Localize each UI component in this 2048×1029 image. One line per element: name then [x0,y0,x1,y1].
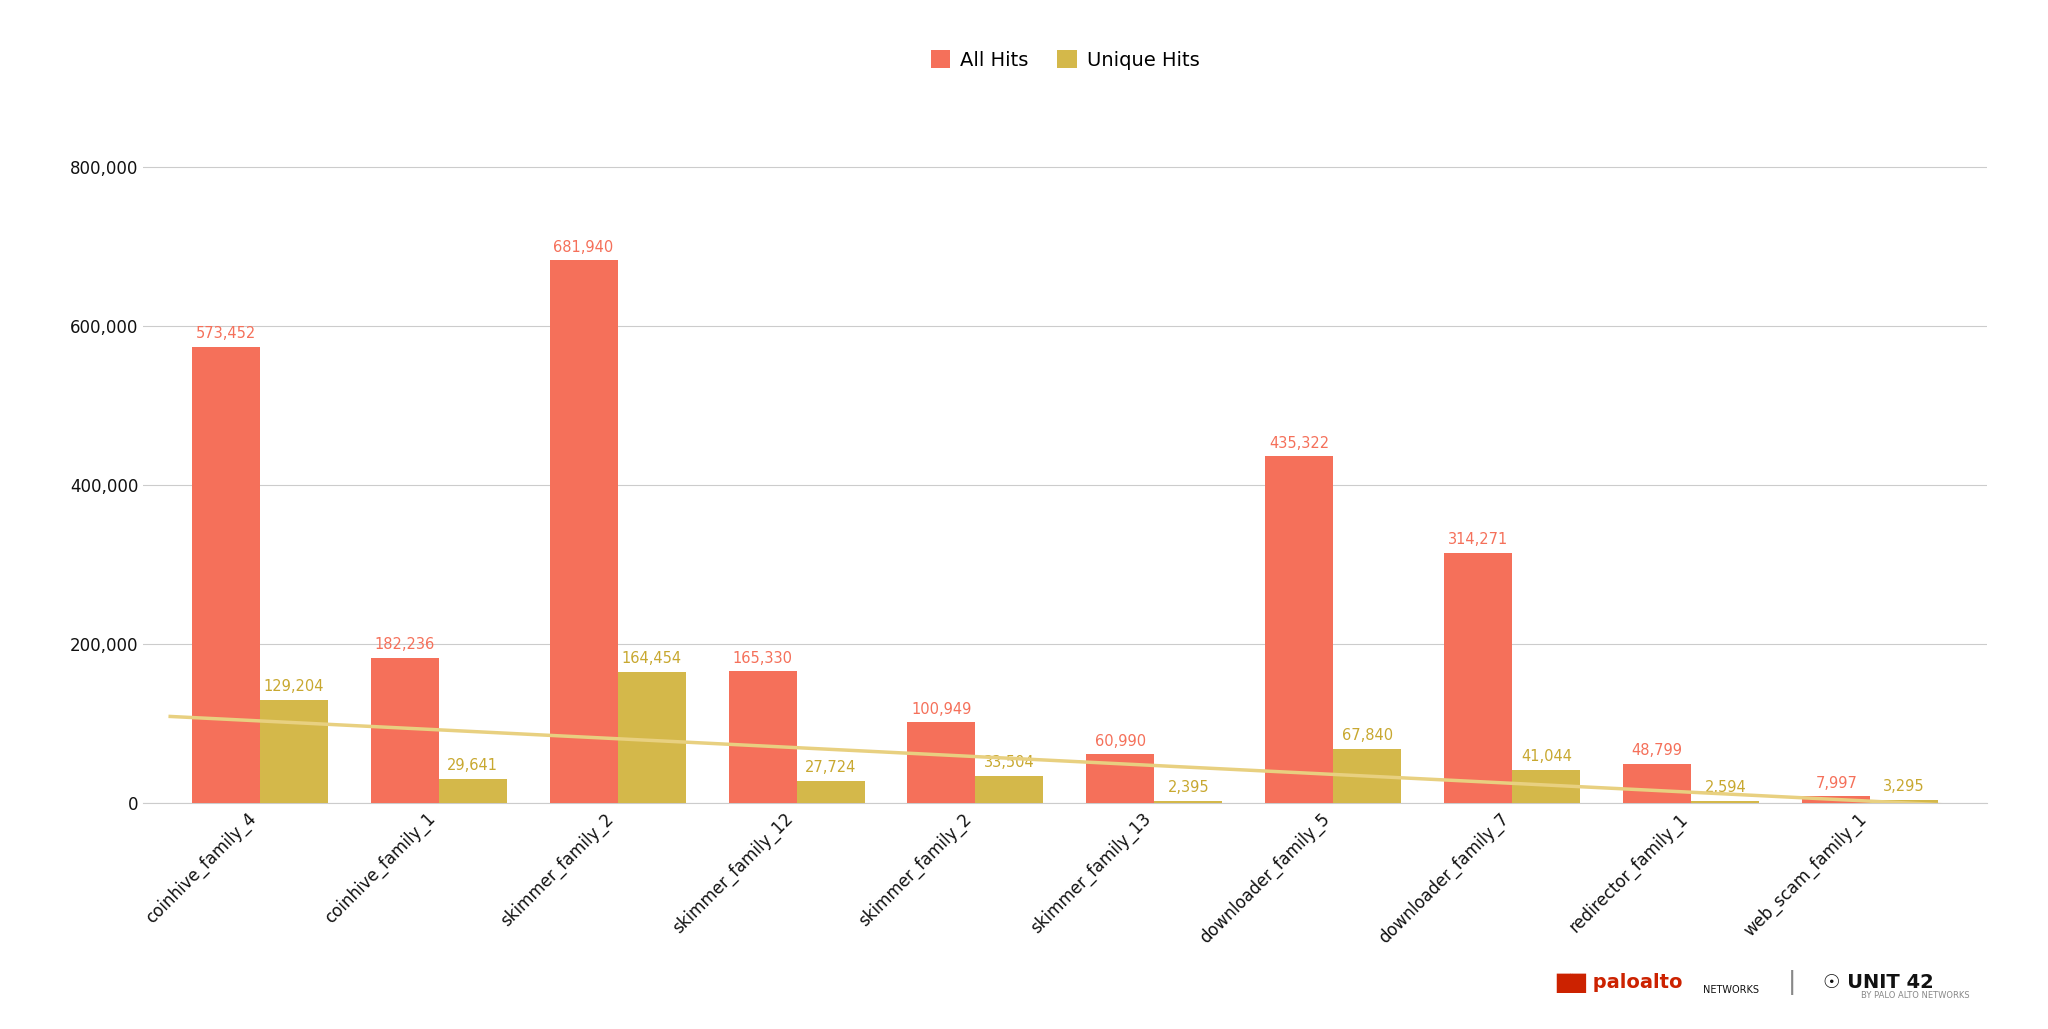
Text: NETWORKS: NETWORKS [1702,985,1759,995]
Bar [1870,800,1937,803]
Text: 129,204: 129,204 [264,679,324,695]
Bar [907,722,975,803]
Text: 7,997: 7,997 [1815,776,1858,790]
Text: 435,322: 435,322 [1270,436,1329,451]
Bar [975,776,1044,803]
Text: 48,799: 48,799 [1632,743,1683,758]
Bar [1624,764,1692,803]
Text: 60,990: 60,990 [1096,734,1147,748]
Text: 29,641: 29,641 [446,758,498,774]
Text: 164,454: 164,454 [621,651,682,667]
Text: 165,330: 165,330 [733,650,793,666]
Text: ☉ UNIT 42: ☉ UNIT 42 [1823,973,1933,992]
Bar [1692,801,1759,803]
Bar [1085,754,1155,803]
Bar [1802,796,1870,803]
Text: BY PALO ALTO NETWORKS: BY PALO ALTO NETWORKS [1860,991,1970,999]
Bar [729,671,797,803]
Text: 182,236: 182,236 [375,637,434,652]
Text: 2,395: 2,395 [1167,780,1208,795]
Text: 27,724: 27,724 [805,760,856,775]
Text: 573,452: 573,452 [195,326,256,341]
Bar [797,781,864,803]
Text: 2,594: 2,594 [1704,780,1747,795]
Text: ██ paloalto: ██ paloalto [1556,972,1683,993]
Legend: All Hits, Unique Hits: All Hits, Unique Hits [924,42,1206,77]
Text: 67,840: 67,840 [1341,729,1393,743]
Bar [371,658,438,803]
Bar [1444,553,1511,803]
Bar [549,260,618,803]
Text: 33,504: 33,504 [985,755,1034,771]
Bar [1155,801,1223,803]
Bar [618,672,686,803]
Text: 100,949: 100,949 [911,702,971,717]
Bar [1266,457,1333,803]
Bar [1511,770,1581,803]
Bar [260,700,328,803]
Bar [1333,749,1401,803]
Bar [438,779,506,803]
Text: 314,271: 314,271 [1448,532,1509,547]
Text: 681,940: 681,940 [553,240,614,255]
Text: |: | [1788,970,1796,995]
Text: 3,295: 3,295 [1884,779,1925,794]
Text: 41,044: 41,044 [1522,749,1571,765]
Bar [193,347,260,803]
